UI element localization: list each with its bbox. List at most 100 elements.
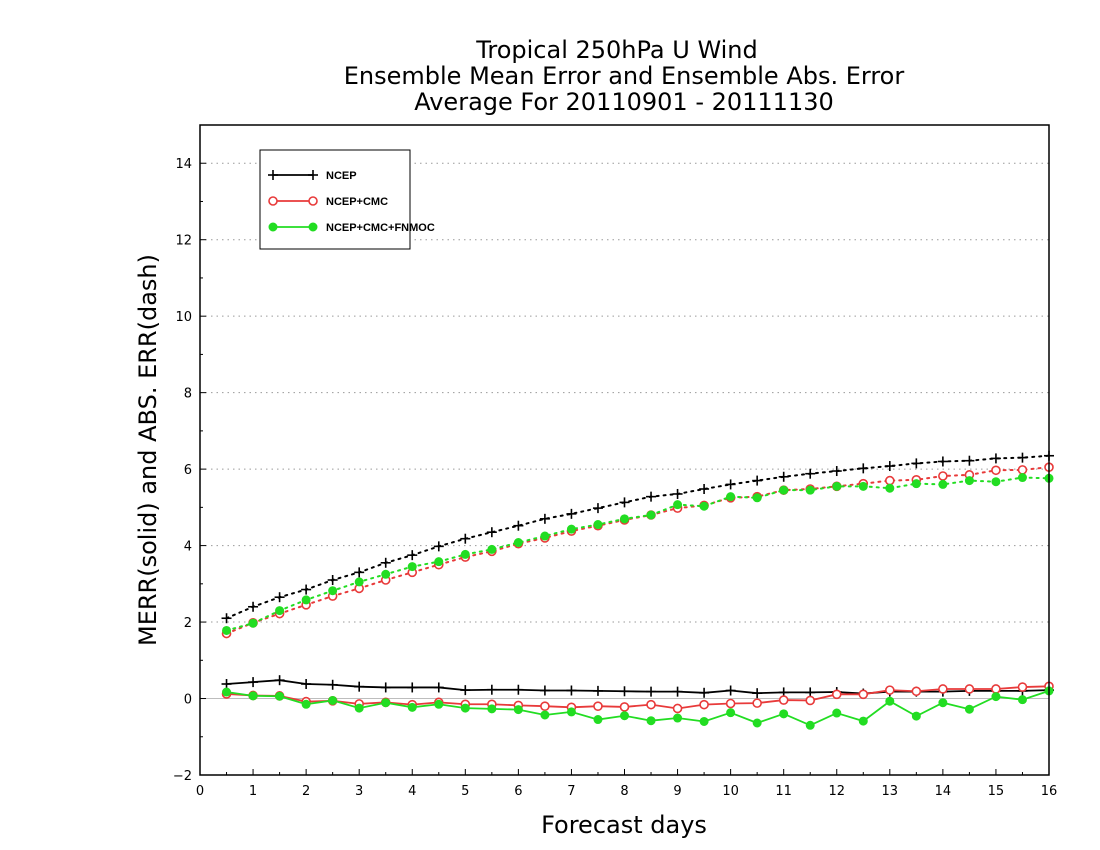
merr-point [885, 685, 895, 695]
x-tick-label: 0 [196, 784, 204, 799]
abs-err-point [805, 485, 815, 495]
merr-point [752, 698, 762, 708]
merr-point [858, 716, 868, 726]
abs-err-point [275, 606, 285, 616]
merr-point [779, 709, 789, 719]
abs-err-point [699, 501, 709, 511]
legend-label: NCEP+CMC [326, 196, 388, 208]
abs-err-point [805, 468, 816, 479]
merr-point [487, 704, 497, 714]
merr-point [275, 691, 285, 701]
abs-err-point [619, 497, 630, 508]
abs-err-point [858, 463, 869, 474]
legend-marker-right [308, 196, 318, 206]
merr-point [725, 698, 736, 709]
x-tick-label: 3 [355, 784, 363, 799]
abs-err-point [620, 514, 629, 524]
y-axis-label: MERR(solid) and ABS. ERR(dash) [134, 254, 162, 646]
chart-title-line-3: Average For 20110901 - 20111130 [414, 88, 834, 116]
y-tick-label: 10 [175, 310, 192, 325]
merr-point [964, 684, 975, 694]
abs-err-point [885, 483, 895, 493]
abs-err-point [460, 549, 470, 559]
abs-err-line [225, 454, 1050, 620]
abs-err-point [248, 618, 258, 628]
abs-err-point [221, 613, 232, 624]
abs-err-point [752, 475, 763, 486]
abs-err-line [225, 466, 1050, 635]
abs-err-point [964, 476, 974, 486]
x-tick-label: 13 [882, 784, 899, 799]
merr-point [328, 695, 338, 705]
merr-point [460, 703, 470, 713]
abs-err-point [884, 461, 895, 472]
abs-err-point [832, 481, 842, 491]
merr-point [672, 686, 683, 697]
merr-point [592, 685, 603, 696]
abs-err-point [593, 520, 603, 530]
abs-err-point [911, 479, 921, 489]
abs-err-point [1017, 465, 1028, 475]
legend-item: NCEP+CMC+FNMOC [268, 222, 435, 234]
legend-box [259, 149, 411, 250]
merr-point [540, 710, 550, 720]
abs-err-point [513, 520, 524, 531]
merr-point [832, 708, 842, 718]
abs-err-point [991, 465, 1001, 476]
abs-err-point [380, 557, 391, 568]
merr-point [381, 698, 391, 708]
series-0 [221, 450, 1054, 699]
merr-point [354, 703, 364, 713]
merr-point [566, 707, 576, 717]
merr-point [911, 711, 921, 721]
y-tick-label: 4 [184, 540, 192, 555]
abs-err-point [991, 477, 1001, 487]
merr-point [539, 685, 550, 696]
x-tick-label: 12 [828, 784, 845, 799]
merr-point [964, 704, 974, 714]
abs-err-point [274, 592, 285, 603]
abs-err-point [434, 557, 444, 567]
merr-point [1017, 695, 1027, 705]
abs-err-point [407, 562, 417, 572]
y-tick-label: 8 [184, 387, 192, 402]
merr-point [752, 718, 762, 728]
series-layer [221, 450, 1054, 730]
abs-err-point [487, 544, 497, 554]
merr-point [566, 685, 577, 696]
abs-err-point [327, 575, 338, 585]
abs-err-point [460, 533, 471, 544]
x-tick-label: 7 [567, 784, 575, 799]
merr-point [407, 682, 418, 693]
merr-point [673, 713, 683, 723]
merr-point [513, 705, 523, 715]
abs-err-point [885, 475, 895, 486]
legend-item: NCEP+CMC [268, 196, 388, 208]
legend-marker-right [308, 222, 318, 232]
abs-err-point [539, 513, 550, 524]
merr-point [646, 686, 657, 697]
abs-err-point [566, 508, 577, 519]
legend-marker-left [268, 196, 278, 206]
merr-point [620, 711, 629, 721]
merr-point [991, 684, 1001, 694]
y-axis-ticks: −2 0 2 4 6 8 10 12 14 [173, 157, 206, 784]
x-tick-label: 5 [461, 784, 469, 799]
merr-point [938, 698, 948, 708]
merr-point [699, 716, 709, 726]
x-tick-label: 4 [408, 784, 416, 799]
y-tick-label: −2 [173, 769, 192, 784]
abs-err-point [938, 471, 948, 481]
merr-point [619, 686, 630, 697]
merr-point [672, 703, 683, 714]
x-axis-label: Forecast days [541, 811, 707, 839]
gridlines [200, 162, 1049, 776]
merr-point [699, 699, 709, 710]
merr-point [222, 687, 232, 697]
legend-item: NCEP [268, 170, 357, 182]
abs-err-point [513, 538, 523, 548]
abs-err-point [486, 527, 497, 538]
abs-err-point [938, 479, 948, 489]
merr-point [486, 684, 497, 695]
